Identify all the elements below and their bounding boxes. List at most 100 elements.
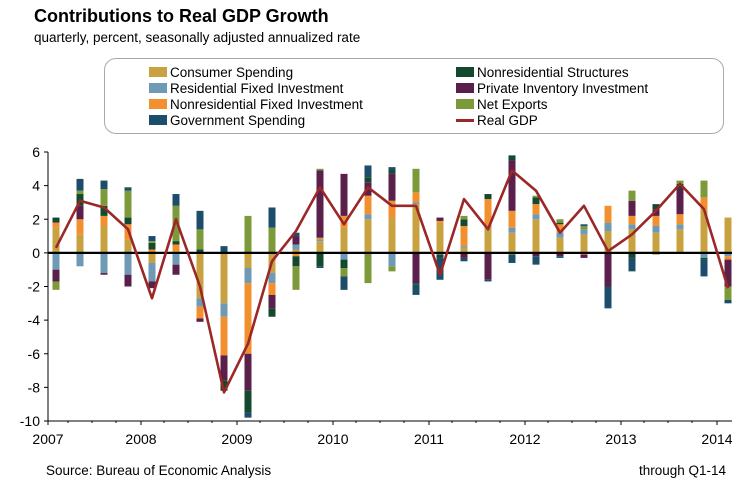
bar-segment-nonresidential-fixed-investment (244, 283, 252, 354)
bar-segment-nonresidential-fixed-investment (148, 249, 156, 253)
bar-segment-nonresidential-fixed-investment (76, 219, 84, 235)
bar-segment-nonresidential-fixed-investment (52, 222, 60, 228)
bar-segment-net-exports (316, 168, 324, 171)
bar-segment-nonresidential-structures (196, 249, 204, 253)
bar-segment-residential-fixed-investment (76, 252, 84, 267)
bar-segment-government-spending (76, 178, 84, 191)
bar-segment-nonresidential-fixed-investment (508, 210, 516, 228)
bar-segment-net-exports (556, 219, 564, 223)
bar-segment-net-exports (460, 215, 468, 220)
bar-segment-nonresidential-fixed-investment (556, 224, 564, 233)
bar-segment-nonresidential-structures (172, 241, 180, 245)
bar-segment-nonresidential-structures (484, 194, 492, 200)
bar-segment-net-exports (340, 268, 348, 277)
legend-item-net-exports: Net Exports (456, 97, 548, 113)
bar-segment-government-spending (532, 256, 540, 265)
bar-segment-nonresidential-structures (436, 254, 444, 258)
bar-segment-residential-fixed-investment (220, 303, 228, 317)
bar-segment-net-exports (676, 180, 684, 184)
bar-segment-nonresidential-fixed-investment (196, 306, 204, 319)
bar-segment-consumer-spending (436, 222, 444, 253)
bar-segment-government-spending (580, 224, 588, 226)
bar-segment-consumer-spending (676, 229, 684, 253)
bar-segment-nonresidential-fixed-investment (412, 192, 420, 203)
bar-segment-government-spending (364, 165, 372, 178)
bar-segment-net-exports (244, 215, 252, 253)
bar-segment-consumer-spending (100, 225, 108, 253)
legend: Consumer Spending Residential Fixed Inve… (104, 58, 724, 134)
bar-segment-nonresidential-structures (124, 217, 132, 225)
bar-segment-nonresidential-fixed-investment (460, 225, 468, 247)
bar-segment-private-inventory-investment (724, 259, 732, 287)
legend-label: Residential Fixed Investment (170, 81, 344, 96)
bar-segment-consumer-spending (196, 252, 204, 299)
bar-segment-nonresidential-structures (244, 390, 252, 413)
bar-segment-net-exports (292, 266, 300, 290)
bar-segment-net-exports (628, 190, 636, 201)
bar-segment-nonresidential-fixed-investment (100, 215, 108, 226)
bar-segment-private-inventory-investment (244, 353, 252, 391)
legend-item-real-gdp: Real GDP (456, 113, 538, 129)
legend-swatch (149, 99, 167, 110)
bar-segment-private-inventory-investment (484, 252, 492, 280)
date-range-note: through Q1-14 (638, 463, 726, 478)
y-tick-label: -4 (28, 312, 41, 328)
bar-segment-consumer-spending (460, 247, 468, 253)
bar-segment-residential-fixed-investment (508, 227, 516, 233)
bar-segment-nonresidential-fixed-investment (316, 237, 324, 240)
bar-segment-residential-fixed-investment (460, 246, 468, 248)
bar-segment-government-spending (124, 187, 132, 191)
chart-title: Contributions to Real GDP Growth (34, 6, 329, 26)
legend-swatch (149, 67, 167, 78)
legend-swatch (149, 115, 167, 126)
bar-segment-nonresidential-structures (52, 217, 60, 223)
legend-label: Net Exports (477, 97, 548, 112)
bar-segment-private-inventory-investment (292, 236, 300, 245)
bar-segment-residential-fixed-investment (196, 298, 204, 307)
bar-segment-net-exports (148, 241, 156, 243)
bar-segment-nonresidential-fixed-investment (268, 283, 276, 295)
bar-segment-nonresidential-fixed-investment (388, 200, 396, 218)
y-tick-label: -6 (28, 346, 41, 362)
bar-segment-net-exports (580, 225, 588, 230)
bar-segment-residential-fixed-investment (148, 262, 156, 282)
bar-segment-residential-fixed-investment (52, 252, 60, 270)
bar-segment-private-inventory-investment (220, 355, 228, 381)
legend-item-nonresidential-structures: Nonresidential Structures (456, 65, 629, 81)
bar-segment-government-spending (556, 256, 564, 258)
bar-segment-nonresidential-structures (628, 252, 636, 258)
bar-segment-residential-fixed-investment (340, 252, 348, 260)
bar-segment-government-spending (244, 412, 252, 418)
bar-segment-consumer-spending (508, 232, 516, 253)
y-tick-label: -8 (28, 379, 41, 395)
bar-segment-private-inventory-investment (268, 294, 276, 309)
bar-segment-government-spending (508, 254, 516, 263)
y-tick-label: 2 (32, 211, 40, 227)
bar-segment-private-inventory-investment (436, 217, 444, 221)
bar-segment-residential-fixed-investment (172, 252, 180, 265)
bar-segment-nonresidential-fixed-investment (604, 205, 612, 223)
bar-segment-government-spending (436, 257, 444, 280)
bar-segment-nonresidential-fixed-investment (700, 197, 708, 210)
bar-segment-government-spending (292, 232, 300, 237)
bar-segment-net-exports (124, 190, 132, 218)
bar-segment-private-inventory-investment (604, 252, 612, 287)
bar-segment-consumer-spending (532, 219, 540, 253)
bar-segment-residential-fixed-investment (556, 232, 564, 238)
bar-segment-consumer-spending (604, 231, 612, 253)
bar-segment-nonresidential-fixed-investment (676, 214, 684, 225)
x-tick-label: 2014 (701, 431, 732, 447)
legend-item-private-inventory-investment: Private Inventory Investment (456, 81, 648, 97)
legend-label: Nonresidential Structures (477, 65, 629, 80)
bar-segment-private-inventory-investment (196, 318, 204, 322)
bar-segment-residential-fixed-investment (604, 222, 612, 232)
bar-segment-private-inventory-investment (316, 170, 324, 238)
bar-segment-net-exports (532, 195, 540, 198)
bar-segment-net-exports (412, 168, 420, 193)
bar-segment-consumer-spending (556, 237, 564, 253)
bar-segment-government-spending (700, 259, 708, 277)
x-tick-label: 2007 (32, 431, 63, 447)
bar-segment-residential-fixed-investment (412, 202, 420, 205)
bar-segment-nonresidential-structures (556, 222, 564, 225)
